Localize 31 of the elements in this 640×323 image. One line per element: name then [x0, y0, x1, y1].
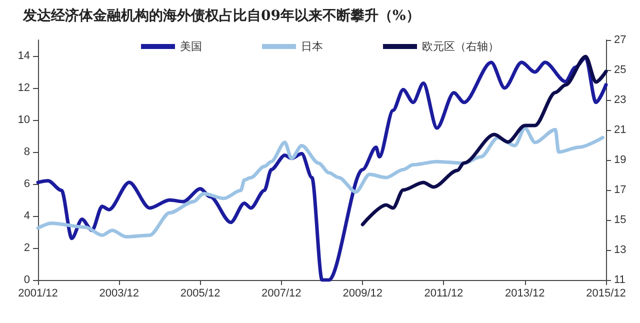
y2-tick-label: 15 [614, 214, 626, 226]
line-series [360, 54, 608, 226]
x-tick-label: 2007/12 [262, 288, 302, 300]
x-tick-label: 2005/12 [180, 288, 220, 300]
y2-tick-label: 21 [614, 124, 626, 136]
x-tick-label: 2013/12 [505, 288, 545, 300]
y-tick-label: 4 [24, 210, 30, 222]
y2-tick-label: 19 [614, 154, 626, 166]
y2-tick-label: 25 [614, 64, 626, 76]
legend-label: 日本 [301, 40, 323, 53]
y2-tick-label: 17 [614, 184, 626, 196]
y2-tick-label: 13 [614, 244, 626, 256]
line-series [36, 126, 604, 239]
y-tick-label: 0 [24, 274, 30, 286]
y2-tick-label: 27 [614, 34, 626, 46]
x-tick-label: 2003/12 [99, 288, 139, 300]
y2-tick-label: 23 [614, 94, 626, 106]
y-tick-label: 12 [18, 82, 30, 94]
x-tick-label: 2009/12 [342, 288, 382, 300]
x-tick-label: 2011/12 [424, 288, 464, 300]
y-tick-label: 10 [18, 114, 30, 126]
y-tick-label: 8 [24, 146, 30, 158]
x-tick-label: 2001/12 [18, 288, 58, 300]
legend-label: 欧元区（右轴） [422, 40, 499, 53]
y2-tick-label: 11 [614, 274, 626, 286]
legend-label: 美国 [180, 40, 202, 53]
y-tick-label: 2 [24, 242, 30, 254]
y-tick-label: 14 [18, 50, 30, 62]
chart-title: 发达经济体金融机构的海外债权占比自09年以来不断攀升（%） [22, 7, 420, 24]
x-tick-label: 2015/12 [586, 288, 626, 300]
y-tick-label: 6 [24, 178, 30, 190]
